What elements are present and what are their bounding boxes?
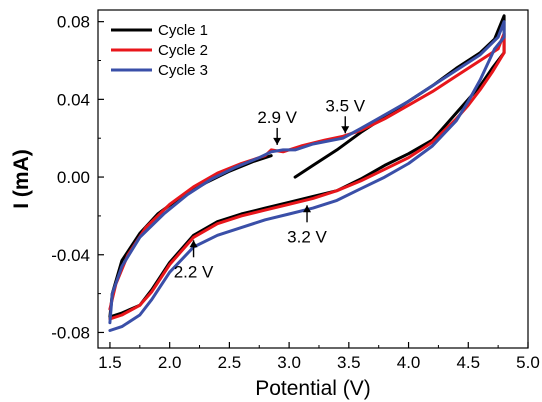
y-tick-label: 0.00 bbox=[57, 168, 90, 187]
x-tick-label: 2.0 bbox=[158, 353, 182, 372]
annotation-arrow-head bbox=[189, 240, 198, 248]
x-tick-label: 5.0 bbox=[516, 353, 540, 372]
y-axis-ticks: -0.08 -0.04 0.00 0.04 0.08 bbox=[51, 13, 104, 342]
annotation-label: 2.9 V bbox=[257, 108, 297, 127]
annotation-label: 3.5 V bbox=[325, 96, 365, 115]
plot-frame bbox=[97, 9, 529, 349]
annotation-arrow-head bbox=[273, 137, 282, 145]
annotation-label: 3.2 V bbox=[287, 227, 327, 246]
x-tick-label: 4.0 bbox=[397, 353, 421, 372]
series-line-cycle-3 bbox=[108, 20, 506, 332]
y-axis-title: I (mA) bbox=[10, 149, 33, 209]
x-axis-ticks: 1.5 2.0 2.5 3.0 3.5 4.0 4.5 5.0 bbox=[98, 342, 540, 372]
y-tick-label: 0.08 bbox=[57, 13, 90, 32]
annotation-label: 2.2 V bbox=[174, 262, 214, 281]
x-tick-label: 4.5 bbox=[456, 353, 480, 372]
y-tick-label: -0.08 bbox=[51, 323, 90, 342]
x-axis-title: Potential (V) bbox=[255, 377, 371, 400]
annotation-arrow-head bbox=[303, 205, 312, 213]
legend: Cycle 1 Cycle 2 Cycle 3 bbox=[111, 22, 208, 79]
x-tick-label: 3.0 bbox=[277, 353, 301, 372]
x-tick-label: 2.5 bbox=[218, 353, 242, 372]
annotation-layer: 2.9 V 3.5 V 3.2 V 2.2 V bbox=[174, 96, 366, 281]
x-tick-label: 3.5 bbox=[337, 353, 361, 372]
x-tick-label: 1.5 bbox=[98, 353, 122, 372]
y-tick-label: -0.04 bbox=[51, 246, 90, 265]
annotation-arrow-head bbox=[341, 126, 350, 134]
legend-label-cycle-2: Cycle 2 bbox=[158, 42, 208, 59]
series-layer bbox=[108, 14, 506, 332]
legend-label-cycle-1: Cycle 1 bbox=[158, 22, 208, 39]
y-tick-label: 0.04 bbox=[57, 90, 90, 109]
legend-label-cycle-3: Cycle 3 bbox=[158, 62, 208, 79]
